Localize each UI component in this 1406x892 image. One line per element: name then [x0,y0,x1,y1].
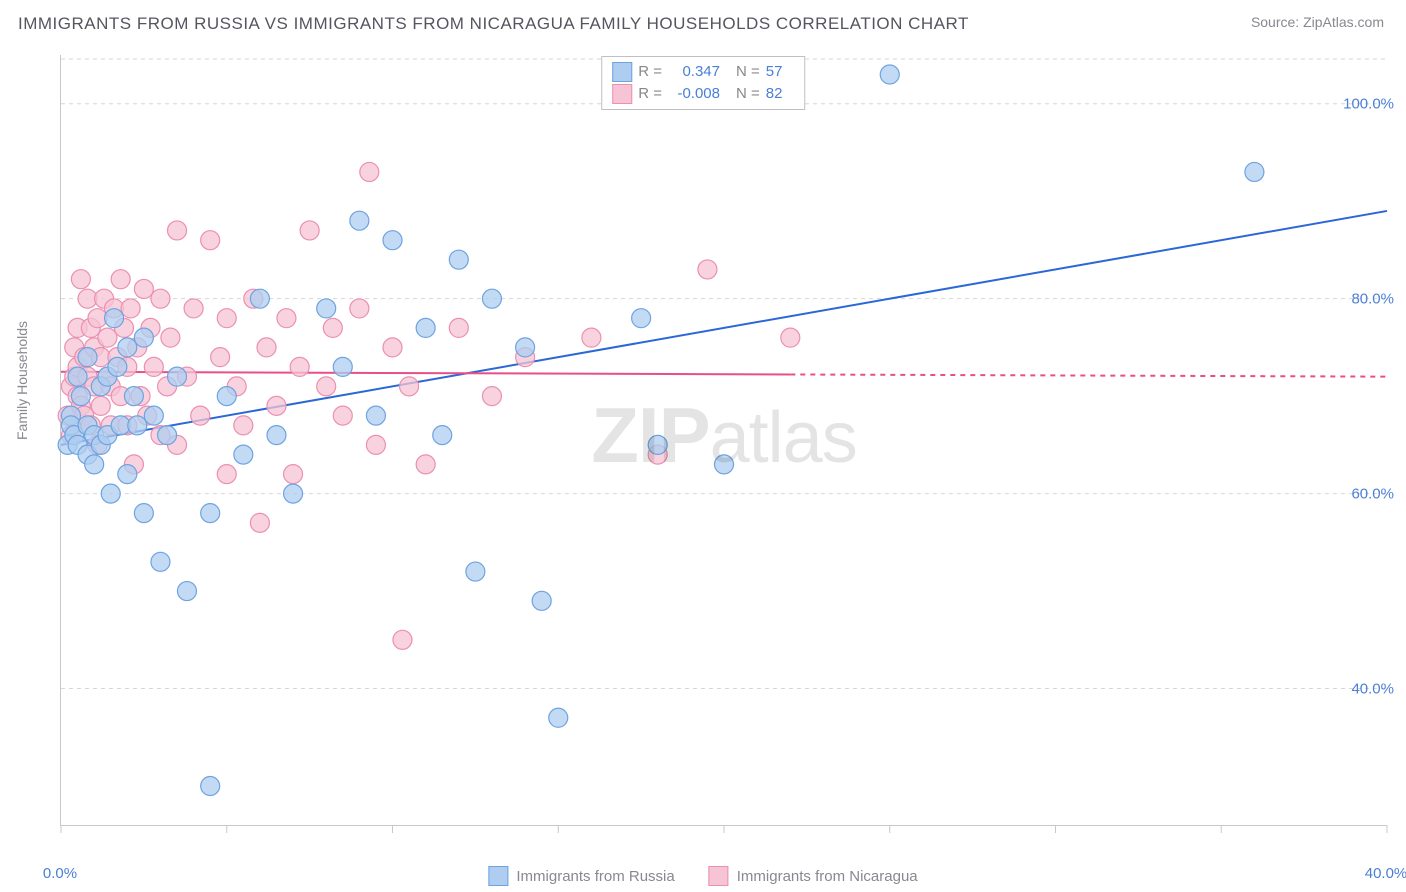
n-value-nicaragua: 82 [766,83,794,105]
y-tick-label: 100.0% [1343,95,1394,112]
correlation-legend: R = 0.347 N = 57 R = -0.008 N = 82 [601,56,805,110]
legend-swatch-russia [612,62,632,82]
r-label: R = [638,83,662,105]
r-value-russia: 0.347 [668,61,720,83]
r-value-nicaragua: -0.008 [668,83,720,105]
series-legend: Immigrants from Russia Immigrants from N… [488,866,917,886]
n-label: N = [736,61,760,83]
n-label: N = [736,83,760,105]
x-tick-label: 40.0% [1365,865,1406,882]
legend-label-russia: Immigrants from Russia [516,868,674,885]
n-value-russia: 57 [766,61,794,83]
legend-swatch-russia [488,866,508,886]
legend-row-nicaragua: R = -0.008 N = 82 [612,83,794,105]
legend-item-nicaragua: Immigrants from Nicaragua [709,866,918,886]
legend-item-russia: Immigrants from Russia [488,866,674,886]
y-tick-label: 60.0% [1351,485,1394,502]
y-tick-label: 40.0% [1351,680,1394,697]
plot-area: ZIPatlas [60,55,1387,826]
r-label: R = [638,61,662,83]
scatter-svg [61,55,1387,825]
y-tick-label: 80.0% [1351,290,1394,307]
legend-swatch-nicaragua [612,84,632,104]
legend-swatch-nicaragua [709,866,729,886]
x-tick-label: 0.0% [43,865,77,882]
legend-label-nicaragua: Immigrants from Nicaragua [737,868,918,885]
y-axis-label: Family Households [14,321,30,440]
chart-title: IMMIGRANTS FROM RUSSIA VS IMMIGRANTS FRO… [18,14,969,34]
source-label: Source: ZipAtlas.com [1251,14,1384,30]
legend-row-russia: R = 0.347 N = 57 [612,61,794,83]
